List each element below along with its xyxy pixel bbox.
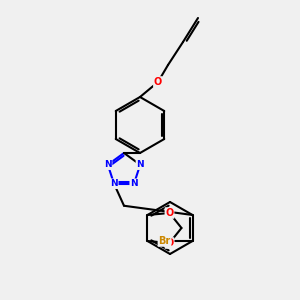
Text: Br: Br	[158, 236, 171, 246]
Text: O: O	[165, 208, 174, 218]
Text: O: O	[165, 238, 174, 248]
Text: N: N	[104, 160, 112, 169]
Text: N: N	[136, 160, 144, 169]
Text: N: N	[130, 179, 138, 188]
Text: N: N	[110, 179, 118, 188]
Text: O: O	[154, 77, 162, 87]
